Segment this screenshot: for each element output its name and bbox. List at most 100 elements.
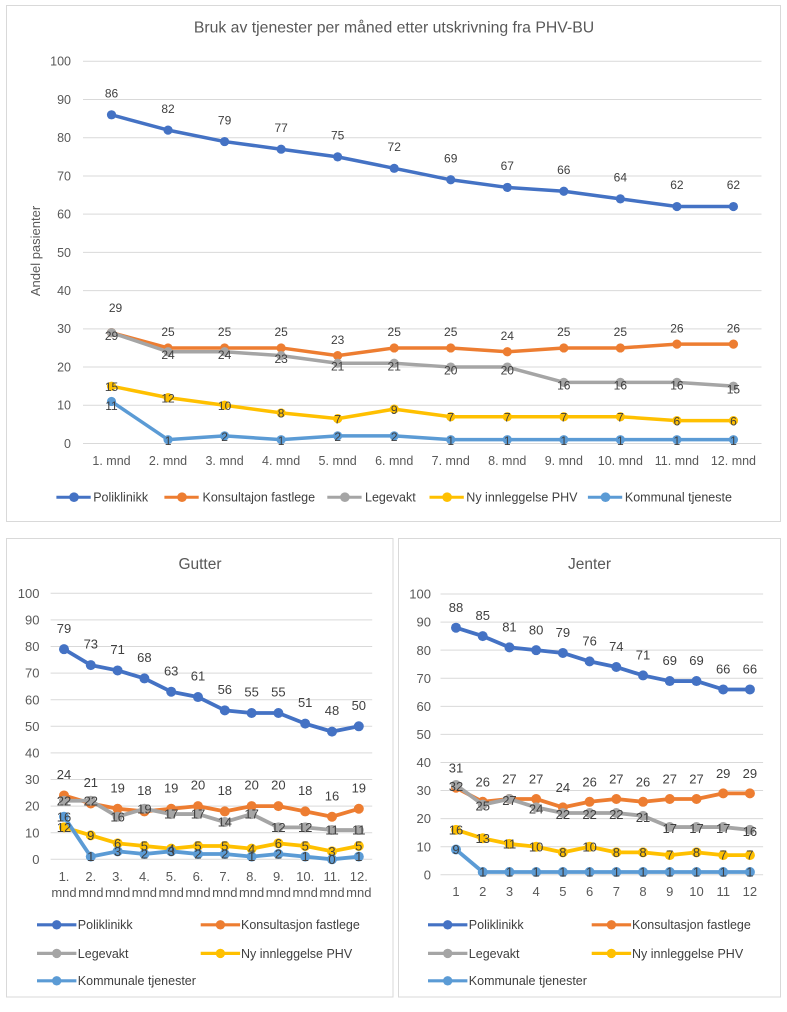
svg-text:15: 15 [727,382,741,396]
svg-text:0: 0 [328,852,335,867]
svg-text:90: 90 [417,615,431,630]
svg-text:100: 100 [18,586,40,601]
svg-text:3: 3 [168,844,175,859]
svg-text:Kommunal tjeneste: Kommunal tjeneste [625,491,732,505]
svg-text:70: 70 [25,666,39,681]
svg-text:7: 7 [666,848,673,863]
svg-text:7: 7 [334,412,341,426]
svg-text:Legevakt: Legevakt [365,491,416,505]
svg-text:48: 48 [325,703,339,718]
svg-text:25: 25 [218,325,232,339]
svg-text:8: 8 [559,845,566,860]
svg-text:Ny innleggelse PHV: Ny innleggelse PHV [466,491,578,505]
svg-text:1: 1 [720,865,727,880]
svg-text:66: 66 [716,662,730,677]
svg-text:16: 16 [557,379,571,393]
svg-text:4: 4 [168,841,175,856]
svg-text:10. mnd: 10. mnd [598,454,643,468]
svg-text:Bruk av tjenester per måned et: Bruk av tjenester per måned etter utskri… [194,19,594,37]
svg-text:2: 2 [194,847,201,862]
svg-text:1: 1 [504,434,511,448]
svg-text:25: 25 [274,325,288,339]
svg-text:73: 73 [84,637,98,652]
svg-text:18: 18 [137,783,151,798]
svg-text:85: 85 [475,608,489,623]
svg-text:5: 5 [302,839,309,854]
svg-text:90: 90 [57,93,71,107]
svg-text:40: 40 [25,746,39,761]
svg-text:3: 3 [506,884,513,899]
svg-text:11: 11 [716,884,730,899]
svg-text:25: 25 [475,799,489,814]
svg-text:15: 15 [105,380,119,394]
svg-text:2: 2 [479,884,486,899]
svg-text:27: 27 [609,772,623,787]
svg-text:55: 55 [271,685,285,700]
svg-text:11. mnd: 11. mnd [655,454,699,468]
svg-text:20: 20 [191,778,205,793]
svg-text:71: 71 [110,642,124,657]
svg-text:20: 20 [501,363,515,377]
svg-text:80: 80 [57,131,71,145]
svg-text:20: 20 [244,778,258,793]
svg-text:30: 30 [417,783,431,798]
svg-text:18: 18 [218,783,232,798]
svg-text:66: 66 [743,662,757,677]
svg-text:7: 7 [560,410,567,424]
svg-text:19: 19 [137,801,151,816]
svg-text:8.: 8. [246,869,257,884]
svg-text:16: 16 [325,788,339,803]
svg-text:27: 27 [689,772,703,787]
svg-text:62: 62 [670,178,684,192]
svg-text:5: 5 [221,839,228,854]
svg-text:1: 1 [302,849,309,864]
svg-text:3: 3 [114,844,121,859]
svg-text:12. mnd: 12. mnd [711,454,756,468]
svg-text:74: 74 [609,639,623,654]
svg-text:22: 22 [556,807,570,822]
svg-text:13: 13 [475,831,489,846]
svg-text:72: 72 [388,140,402,154]
svg-text:79: 79 [218,113,232,127]
svg-text:10: 10 [529,839,543,854]
svg-text:20: 20 [271,778,285,793]
svg-text:4: 4 [533,884,540,899]
svg-text:9: 9 [666,884,673,899]
svg-text:9: 9 [87,828,94,843]
svg-text:26: 26 [582,774,596,789]
svg-text:22: 22 [582,807,596,822]
svg-text:1: 1 [560,434,567,448]
svg-text:71: 71 [636,648,650,663]
svg-text:69: 69 [444,151,458,165]
svg-text:Kommunale tjenester: Kommunale tjenester [469,974,587,988]
svg-text:1: 1 [452,884,459,899]
svg-text:25: 25 [444,325,458,339]
svg-text:9: 9 [391,403,398,417]
svg-text:50: 50 [352,698,366,713]
svg-text:2: 2 [221,847,228,862]
svg-text:5: 5 [194,839,201,854]
svg-text:5.: 5. [166,869,177,884]
svg-text:24: 24 [501,329,515,343]
svg-text:14: 14 [218,815,232,830]
svg-text:0: 0 [64,437,71,451]
svg-text:1: 1 [559,865,566,880]
svg-text:24: 24 [57,767,71,782]
svg-text:1: 1 [730,434,737,448]
svg-text:23: 23 [331,333,345,347]
svg-text:16: 16 [57,809,71,824]
svg-text:6: 6 [114,836,121,851]
svg-text:10: 10 [218,399,232,413]
svg-text:61: 61 [191,669,205,684]
svg-text:1: 1 [639,865,646,880]
svg-text:20: 20 [25,799,39,814]
svg-text:88: 88 [449,600,463,615]
svg-text:20: 20 [444,363,458,377]
svg-text:25: 25 [614,325,628,339]
svg-text:1: 1 [506,865,513,880]
svg-text:2: 2 [141,847,148,862]
svg-text:50: 50 [25,719,39,734]
svg-text:2. mnd: 2. mnd [149,454,187,468]
svg-text:2.: 2. [85,869,96,884]
svg-text:12: 12 [298,820,312,835]
